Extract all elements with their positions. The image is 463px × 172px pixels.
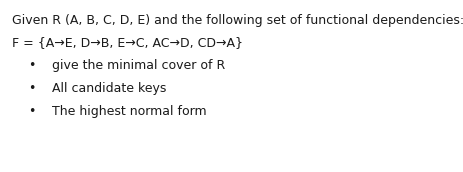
Text: give the minimal cover of R: give the minimal cover of R [52, 59, 225, 72]
Text: All candidate keys: All candidate keys [52, 82, 166, 95]
Text: Given R (A, B, C, D, E) and the following set of functional dependencies:: Given R (A, B, C, D, E) and the followin… [12, 14, 463, 27]
Text: The highest normal form: The highest normal form [52, 105, 206, 118]
Text: F = {A→E, D→B, E→C, AC→D, CD→A}: F = {A→E, D→B, E→C, AC→D, CD→A} [12, 36, 243, 49]
Text: •: • [28, 59, 35, 72]
Text: •: • [28, 105, 35, 118]
Text: •: • [28, 82, 35, 95]
